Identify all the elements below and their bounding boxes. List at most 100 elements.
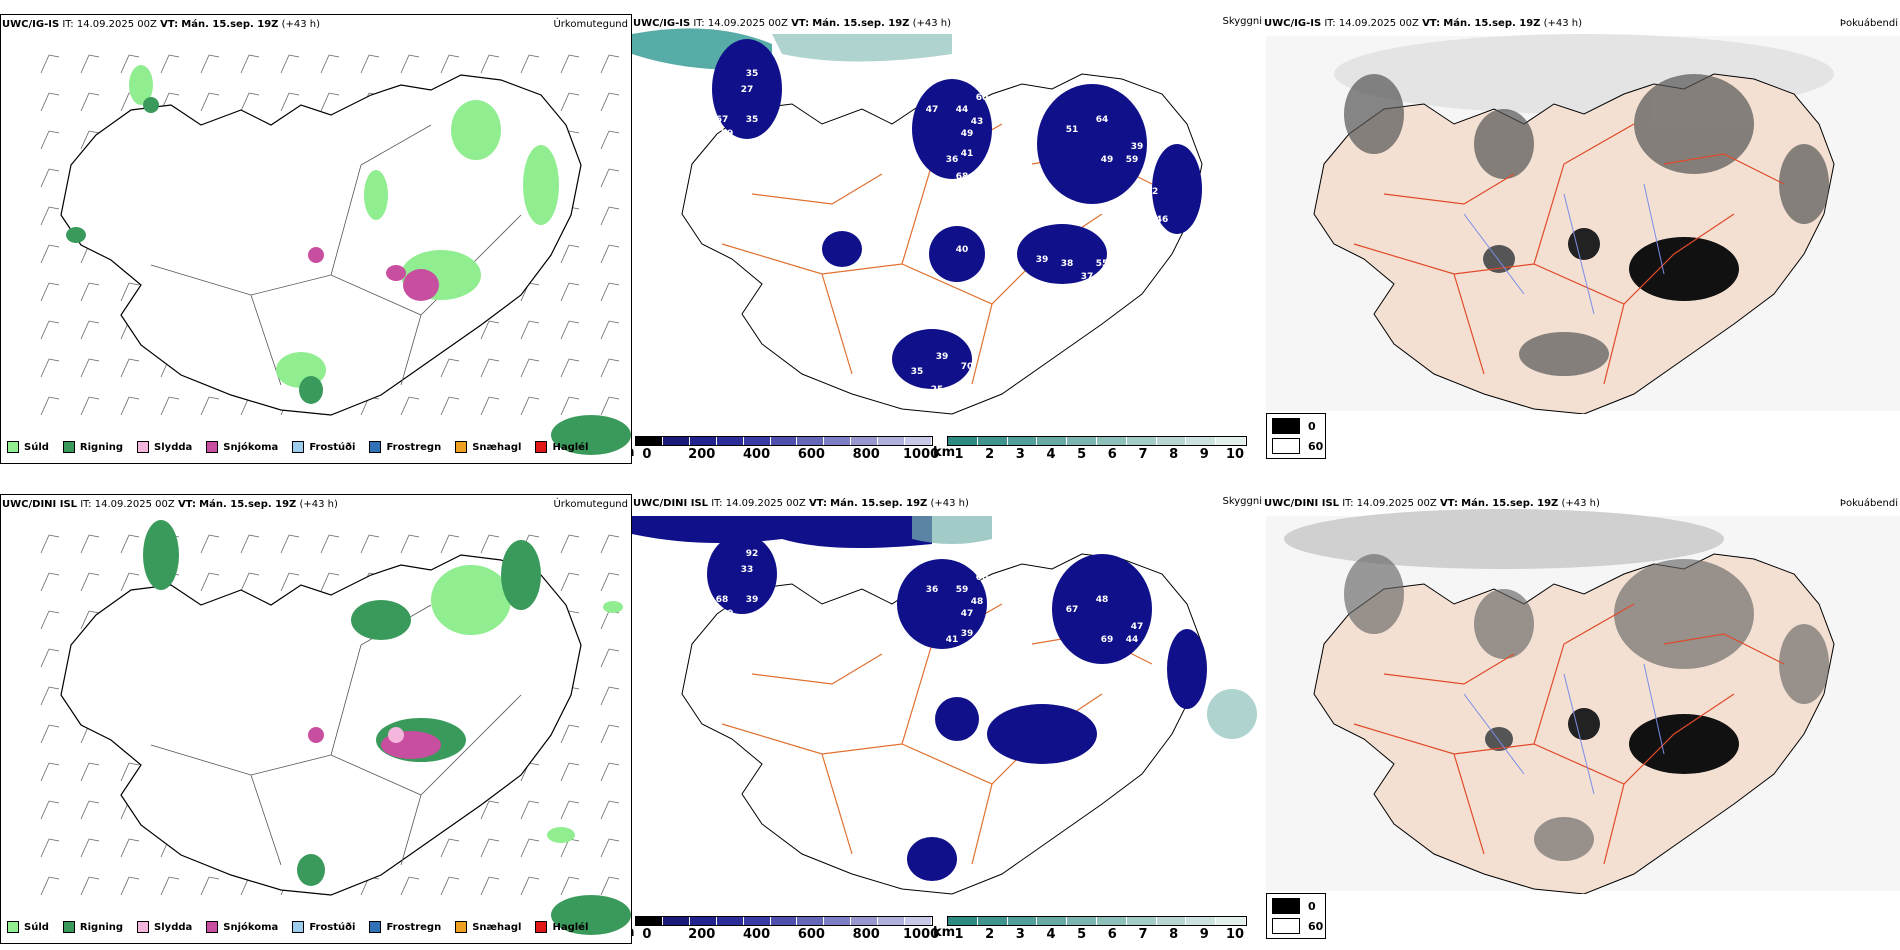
wind-barb: [80, 92, 100, 112]
wind-barb: [600, 168, 620, 188]
colorbar-segment: [716, 437, 744, 445]
legend-label: Snæhagl: [472, 921, 522, 933]
colorbar-segment: [905, 437, 932, 445]
fog-panel-row1: UWC/IG-IS IT: 14.09.2025 00Z VT: Mán. 15…: [1264, 14, 1900, 464]
snow-depth-label: 38: [1061, 259, 1074, 269]
panel-title: Úrkomutegund: [553, 19, 628, 30]
legend-label: Snæhagl: [472, 441, 522, 453]
fog-map: [1266, 34, 1900, 414]
snow-areas: [707, 534, 1207, 881]
wind-barb: [600, 358, 620, 378]
height-colorbar: m0 200 400 600 800 1000: [632, 436, 939, 462]
wind-barb: [120, 396, 140, 416]
legend-label: Slydda: [154, 921, 193, 933]
wind-barb: [560, 244, 580, 264]
legend-swatch: [455, 921, 468, 933]
wind-barb: [480, 876, 500, 896]
iceland-outline: [60, 554, 582, 896]
visibility-panel-row1: 35 27 35 67 79 48 47 44 43 49 60 36 41 68 56 51 64 49 59 39…: [632, 14, 1264, 464]
legend-swatch: [369, 441, 382, 453]
colorbar-segment: [743, 917, 771, 925]
km-colorbar: km 1 2 3 4 5 6 7 8 9 10: [933, 436, 1247, 462]
legend-item: Snæhagl: [455, 921, 521, 933]
snow-depth-label: 40: [956, 245, 969, 255]
wind-barb: [40, 838, 60, 858]
wind-barb: [440, 876, 460, 896]
legend-item: Rigning: [62, 441, 123, 453]
colorbar-tick: 7: [1138, 447, 1148, 462]
colorbar-tick: 200: [688, 927, 716, 942]
wind-barb: [600, 244, 620, 264]
wind-barb: [600, 396, 620, 416]
legend-swatch: [137, 921, 150, 933]
colorbar-tick: 2: [985, 927, 995, 942]
precip-type-panel-row1: UWC/IG-IS IT: 14.09.2025 00Z VT: Mán. 15…: [0, 14, 632, 464]
snow-depth-label: 67: [716, 115, 729, 125]
wind-barb: [40, 320, 60, 340]
legend-swatch: [206, 441, 219, 453]
snow-depth-label: 68: [956, 172, 969, 182]
wind-barb: [280, 534, 300, 554]
fog-legend-label: 0: [1308, 419, 1316, 433]
wind-barb: [360, 534, 380, 554]
wind-barb: [200, 54, 220, 74]
wind-barb: [40, 130, 60, 150]
colorbar-unit: m: [632, 445, 635, 460]
wind-barb: [240, 54, 260, 74]
wind-barb: [480, 54, 500, 74]
wind-barb: [400, 534, 420, 554]
wind-barb: [600, 724, 620, 744]
wind-barb: [160, 876, 180, 896]
snow-depth-label: 44: [956, 105, 969, 115]
snow-depth-label: 322: [983, 209, 1002, 219]
legend-swatch: [206, 921, 219, 933]
legend-label: Rigning: [79, 921, 124, 933]
wind-barb: [320, 54, 340, 74]
rivers: [1463, 663, 1665, 795]
colorbar-segment: [1216, 437, 1246, 445]
snow-depth-label: 43: [971, 117, 984, 127]
wind-barb: [280, 54, 300, 74]
legend-item: Rigning: [62, 921, 124, 933]
panel-title: Skyggni: [1222, 16, 1262, 27]
wind-barb: [80, 358, 100, 378]
wind-barb: [40, 534, 60, 554]
colorbar-segment: [1186, 917, 1217, 925]
colorbar-tick: 800: [852, 447, 880, 462]
snow-depth-label: 36: [926, 585, 939, 595]
colorbar-segment: [770, 917, 798, 925]
wind-barb: [80, 54, 100, 74]
wind-barb: [200, 396, 220, 416]
wind-barb: [80, 320, 100, 340]
wind-barb: [320, 534, 340, 554]
colorbar-segment: [977, 437, 1008, 445]
legend-item: Súld: [7, 921, 49, 933]
wind-barb: [40, 762, 60, 782]
colorbar-segment: [1067, 917, 1097, 925]
panel-title: Skyggni: [1222, 496, 1262, 507]
snow-depth-label: 69: [1101, 635, 1114, 645]
colorbar-segment: [1096, 437, 1127, 445]
legend-label: Súld: [24, 441, 49, 453]
wind-barb: [480, 838, 500, 858]
wind-barb: [440, 838, 460, 858]
wind-barb: [560, 800, 580, 820]
snow-depth-label: 51: [1066, 125, 1079, 135]
snow-depth-label: 36: [1131, 695, 1144, 705]
colorbar-segment: [1126, 917, 1157, 925]
wind-barb: [440, 396, 460, 416]
snow-depth-label: 92: [746, 549, 759, 559]
wind-barb: [280, 572, 300, 592]
colorbar-tick: 3: [1015, 927, 1025, 942]
snow-depth-label: 54: [1136, 185, 1149, 195]
wind-barb: [40, 244, 60, 264]
snow-depth-label: 59: [1136, 665, 1149, 675]
wind-barb: [600, 686, 620, 706]
colorbar-tick: 600: [797, 447, 825, 462]
wind-barb: [560, 762, 580, 782]
colorbar-segment: [1007, 917, 1038, 925]
wind-barb: [40, 92, 60, 112]
colorbar-segment: [1096, 917, 1127, 925]
colorbar-unit: km: [933, 925, 956, 940]
